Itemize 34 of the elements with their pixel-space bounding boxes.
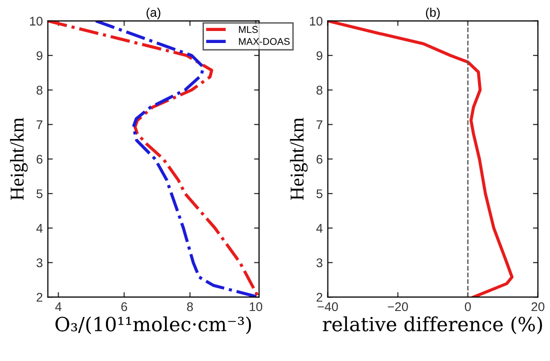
x-tick-label: −20 [388, 302, 408, 312]
y-tick-label: 9 [36, 51, 42, 60]
x-tick-label: 0 [464, 302, 471, 312]
y-tick-label: 6 [36, 154, 42, 164]
y-tick-label: 9 [316, 51, 322, 60]
x-tick-label: 8 [187, 302, 193, 312]
y-tick-label: 10 [30, 16, 42, 26]
y-tick-label: 5 [36, 189, 42, 198]
x-tick-label: 20 [532, 302, 544, 312]
x-tick-label: 10 [250, 302, 262, 312]
y-tick-label: 4 [316, 224, 323, 233]
y-tick-label: 2 [316, 292, 322, 302]
y-tick-label: 3 [316, 258, 322, 268]
x-axis-title: relative difference (%) [322, 316, 542, 334]
x-tick-label: −40 [318, 302, 338, 312]
y-tick-label: 5 [316, 189, 322, 198]
y-tick-label: 4 [36, 224, 43, 233]
x-tick-label: 6 [121, 302, 128, 312]
y-tick-label: 2 [36, 292, 42, 302]
x-axis-title: O₃/(10¹¹molec·cm⁻³) [55, 316, 251, 334]
legend-label: MLS [239, 26, 258, 33]
y-tick-label: 3 [36, 258, 42, 268]
chart-title: (a) [146, 8, 160, 20]
y-axis-title: Height/km [10, 118, 28, 200]
y-axis-title: Height/km [290, 118, 308, 200]
y-tick-label: 10 [310, 16, 322, 26]
y-tick-label: 7 [316, 120, 322, 130]
x-tick-label: 4 [55, 302, 62, 312]
y-tick-label: 6 [316, 154, 322, 164]
legend-label: MAX-DOAS [239, 38, 290, 45]
y-tick-label: 7 [36, 120, 42, 130]
y-tick-label: 8 [36, 86, 42, 95]
chart-title: (b) [426, 8, 440, 20]
y-tick-label: 8 [316, 86, 322, 95]
